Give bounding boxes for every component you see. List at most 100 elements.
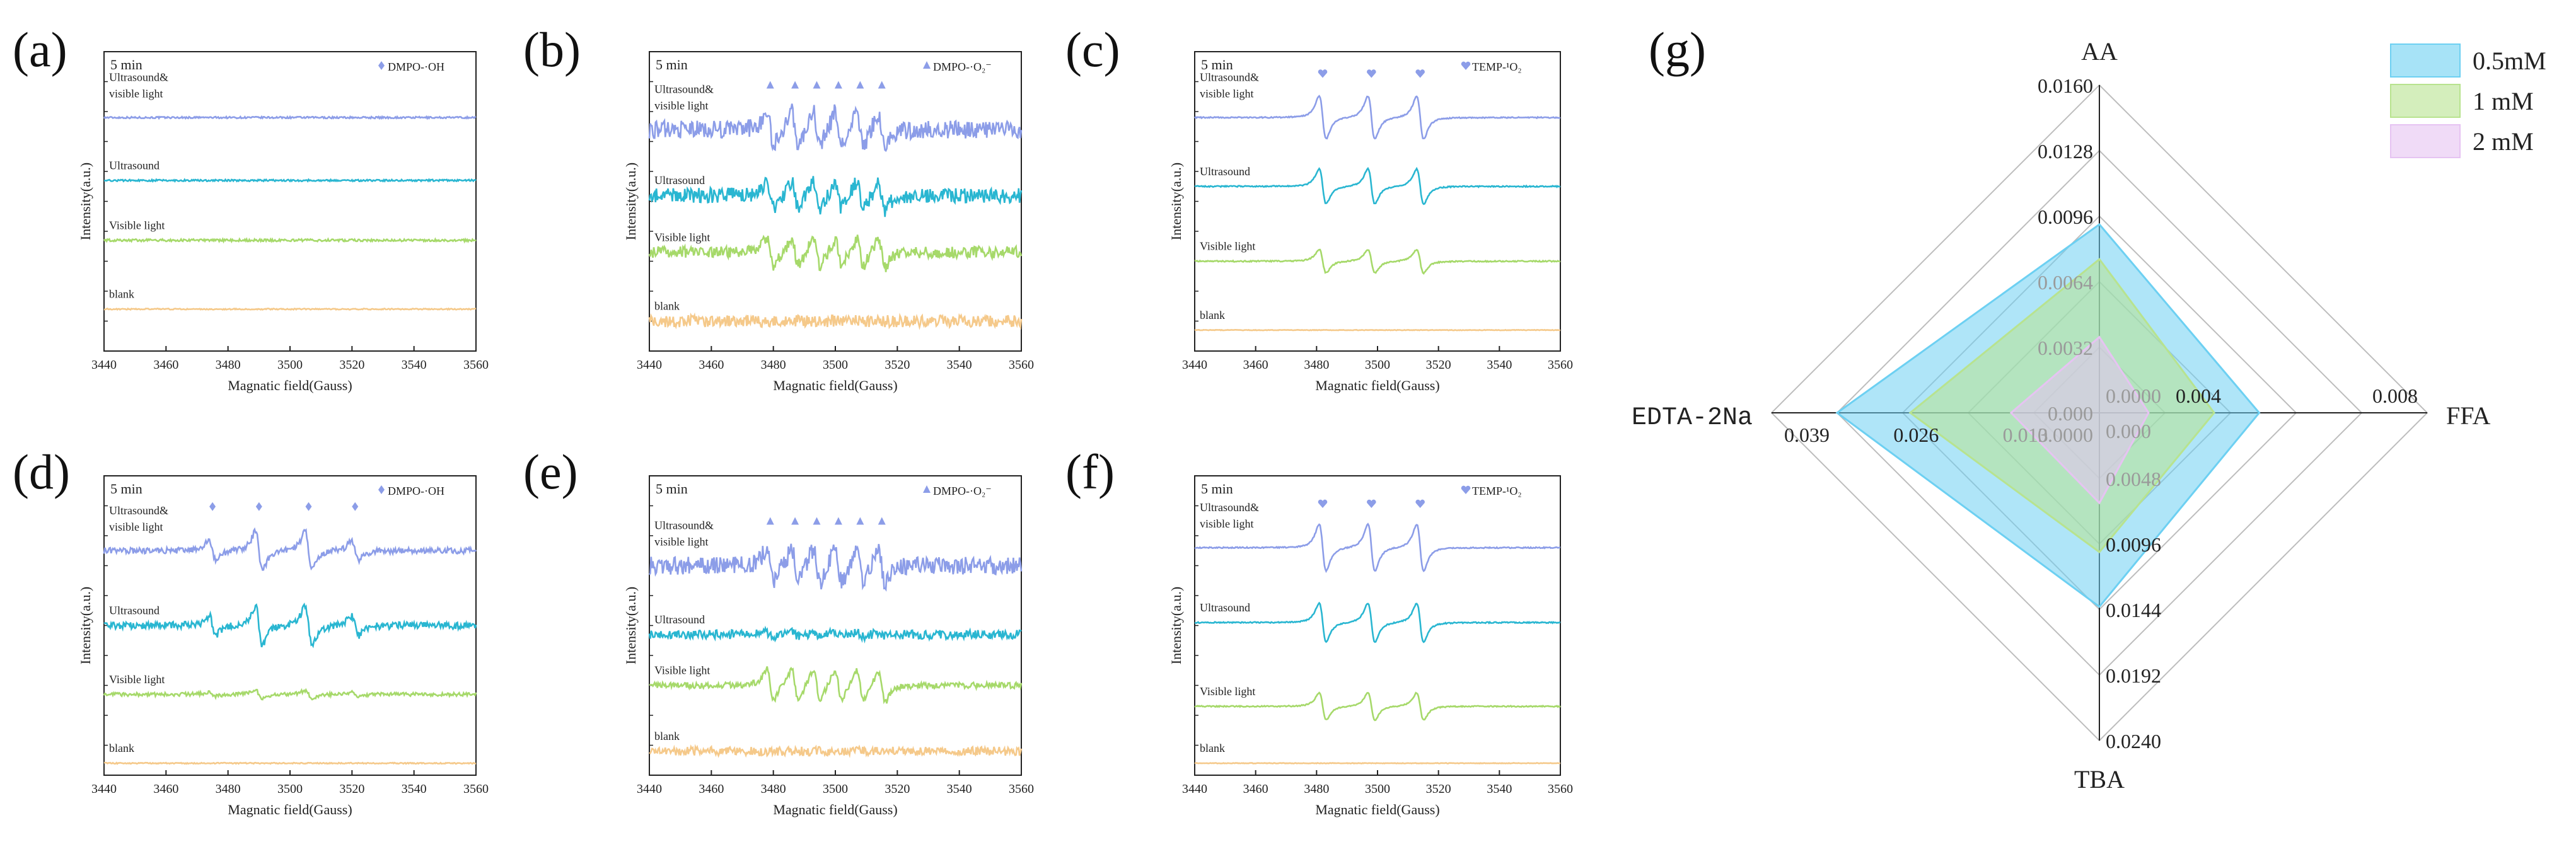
x-tick-label: 3500 [1365,358,1390,372]
triangle-marker [834,81,842,89]
series-line [1193,95,1561,140]
x-tick-label: 3480 [761,782,786,796]
diamond-marker [378,61,385,70]
x-tick-label: 3520 [885,358,910,372]
triangle-marker [856,81,864,89]
legend-swatch [2390,84,2461,118]
panel-b: (b) 3440 3460 3480 3500 3520 3540 3560 Magnatic … [523,22,1034,393]
triangle-marker [878,517,886,525]
triangle-marker [766,81,774,89]
radar-tick-label: 0.0128 [2038,140,2093,163]
x-tick-label: 3540 [947,358,972,372]
series-line [1194,522,1561,574]
x-tick-label: 3540 [1487,782,1512,796]
legend-label: 1 mM [2473,87,2534,115]
x-tick-label: 3540 [402,782,427,796]
series-label: Visible light [109,219,165,231]
heart-marker [1367,499,1376,508]
x-tick-label: 3480 [1304,782,1329,796]
series-line [103,688,477,701]
series-label: Ultrasound& visible light [109,71,168,100]
series-label: Ultrasound& visible light [1200,71,1259,100]
radar-axis-label: TBA [2074,765,2125,793]
time-label: 5 min [110,57,142,72]
y-axis-label: Intensity(a.u.) [623,163,639,240]
radar-tick-label: 0.0160 [2038,74,2093,97]
diamond-marker [378,485,385,494]
series-line [1194,601,1561,643]
x-axis-label: Magnatic field(Gauss) [773,378,897,393]
triangle-marker [923,485,931,493]
x-tick-label: 3480 [216,782,241,796]
diamond-marker [305,502,312,511]
series-line [1194,248,1561,275]
x-tick-label: 3440 [637,782,662,796]
triangle-marker [834,517,842,525]
series-line [104,178,477,183]
series-label: Ultrasound [109,159,160,171]
x-tick-label: 3460 [1243,358,1268,372]
time-label: 5 min [1201,57,1233,72]
heart-marker [1367,69,1376,78]
x-tick-label: 3520 [339,782,364,796]
x-tick-label: 3440 [1182,358,1207,372]
radar-tick-label: 0.0000 [2106,384,2161,407]
panel-label: (e) [523,444,578,499]
radar-tick-label: 0.0096 [2106,533,2161,556]
legend-label: TEMP-¹O₂ [1472,485,1522,497]
series-label: blank [654,730,680,742]
x-tick-label: 3500 [277,358,303,372]
x-tick-label: 3560 [1009,782,1034,796]
radar-tick-label: 0.0192 [2106,664,2161,687]
radar-tick-label: 0.0032 [2038,337,2093,359]
series-line [648,625,1022,643]
x-tick-label: 3480 [761,358,786,372]
radar-tick-label: 0.000 [2106,420,2151,442]
epr-panels: (a) 3440 3460 3480 3500 3520 3540 3560 Magnatic … [13,22,1573,817]
x-tick-label: 3560 [1548,358,1573,372]
series-label-line: Ultrasound& [654,519,714,532]
radar-tick-label: 0.026 [1893,424,1939,446]
x-tick-label: 3540 [947,782,972,796]
series-label: Ultrasound [109,604,160,617]
series-label: Ultrasound [1200,601,1250,614]
panel-label: (g) [1649,22,1706,77]
series-label-line: Ultrasound& [109,504,168,517]
triangle-marker [813,517,821,525]
radar-tick-label: 0.0144 [2106,599,2161,621]
series-label-line: visible light [654,536,709,548]
panel-e: (e) 3440 3460 3480 3500 3520 3540 3560 Magnatic … [523,444,1034,817]
x-tick-label: 3500 [277,782,303,796]
series-label-line: Ultrasound& [109,71,168,84]
radar-tick-label: 0.0000 [2038,424,2093,446]
series-line [649,744,1023,758]
x-tick-label: 3460 [699,358,724,372]
x-tick-label: 3460 [1243,782,1268,796]
series-line [648,543,1023,592]
x-axis-label: Magnatic field(Gauss) [1315,802,1439,817]
radar-tick-label: 0.0240 [2106,730,2161,753]
diamond-marker [209,502,216,511]
panel-a: (a) 3440 3460 3480 3500 3520 3540 3560 Magnatic … [13,22,489,393]
legend-swatch [2390,124,2461,158]
diamond-marker [255,502,262,511]
series-label-line: visible light [654,100,709,112]
heart-marker [1318,499,1328,508]
x-tick-label: 3440 [91,782,117,796]
legend-label: 2 mM [2473,127,2534,156]
series-label: blank [654,300,680,313]
x-tick-label: 3520 [1426,358,1451,372]
y-axis-label: Intensity(a.u.) [78,163,93,240]
radar-tick-label: 0.0064 [2038,271,2093,294]
x-tick-label: 3560 [463,782,489,796]
x-axis-label: Magnatic field(Gauss) [228,802,352,817]
x-tick-label: 3500 [823,358,848,372]
series-line [103,527,477,571]
series-label: Ultrasound& visible light [654,83,714,112]
legend-swatch [2390,43,2461,78]
radar-axis-label: EDTA-2Na [1632,404,1753,432]
y-axis-label: Intensity(a.u.) [1168,163,1184,240]
x-tick-label: 3560 [1548,782,1573,796]
time-label: 5 min [1201,481,1233,497]
